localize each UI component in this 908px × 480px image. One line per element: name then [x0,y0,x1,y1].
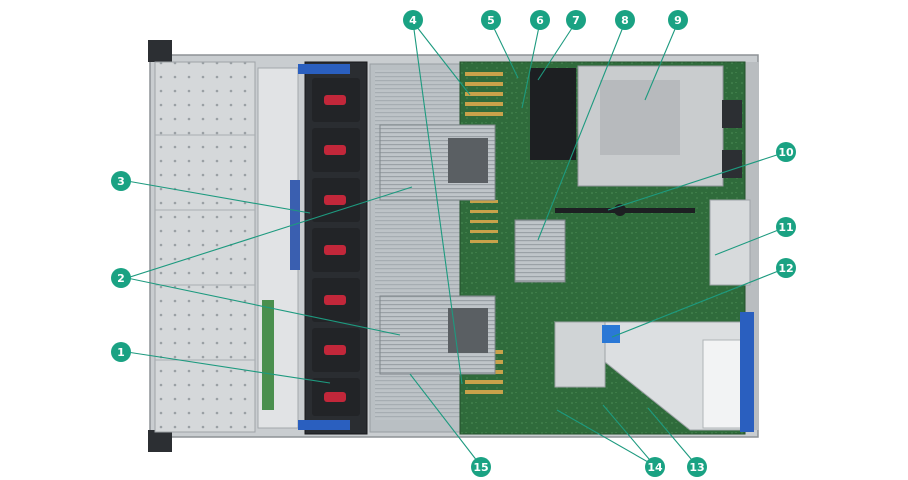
callout-12: 12 [776,258,796,278]
callout-10: 10 [776,142,796,162]
power-supply-bay [577,65,742,187]
drive-backplane [257,67,300,429]
callout-10-label: 10 [778,146,794,159]
fan [312,228,360,272]
fan [312,78,360,122]
callout-5-label: 5 [487,14,495,27]
chipset-heatsink [514,219,566,283]
drive-cage [154,61,256,433]
callout-8: 8 [615,10,635,30]
callout-14: 14 [645,457,665,477]
rear-riser [709,199,751,286]
leader-line-4b [412,21,463,385]
leader-line-9 [644,21,679,101]
callout-6-label: 6 [536,14,544,27]
callout-11: 11 [776,217,796,237]
fan [312,128,360,172]
leader-line-14a [556,409,656,467]
callout-13: 13 [687,457,707,477]
callout-2: 2 [111,268,131,288]
callout-4: 4 [403,10,423,30]
fan [312,378,360,416]
callout-8-label: 8 [621,14,629,27]
callout-15-label: 15 [473,461,488,474]
leader-line-6 [521,21,541,109]
leader-line-2b [126,277,401,336]
leader-line-11 [714,226,787,256]
leader-line-5 [490,21,519,79]
callout-7: 7 [566,10,586,30]
leader-line-1 [126,351,331,384]
callout-3-label: 3 [117,175,125,188]
leader-line-15 [409,373,482,467]
callout-11-label: 11 [778,221,793,234]
callout-1-label: 1 [117,346,125,359]
callout-2-label: 2 [117,272,125,285]
leader-lines [126,21,787,467]
callout-4-label: 4 [409,14,417,27]
callout-5: 5 [481,10,501,30]
leader-line-3 [126,180,311,214]
fan [312,178,360,222]
leader-line-2a [126,186,413,279]
riser-cage [553,312,754,432]
leader-line-13 [647,407,698,467]
fan [312,328,360,372]
callout-9-label: 9 [674,14,682,27]
leader-line-10 [607,151,787,211]
leader-line-4a [412,21,471,96]
callout-12-label: 12 [778,262,793,275]
leader-line-14b [602,404,656,467]
leader-line-12 [611,267,787,338]
callout-7-label: 7 [572,14,580,27]
processor-heatsink [379,295,496,375]
callout-14-label: 14 [647,461,663,474]
callout-6: 6 [530,10,550,30]
leader-line-7 [537,21,577,81]
leader-line-8 [537,21,626,241]
callout-9: 9 [668,10,688,30]
callout-3: 3 [111,171,131,191]
processor-heatsink [379,124,496,201]
fan-cage [298,61,368,435]
callout-15: 15 [471,457,491,477]
callout-1: 1 [111,342,131,362]
fan [312,278,360,322]
callout-13-label: 13 [689,461,704,474]
